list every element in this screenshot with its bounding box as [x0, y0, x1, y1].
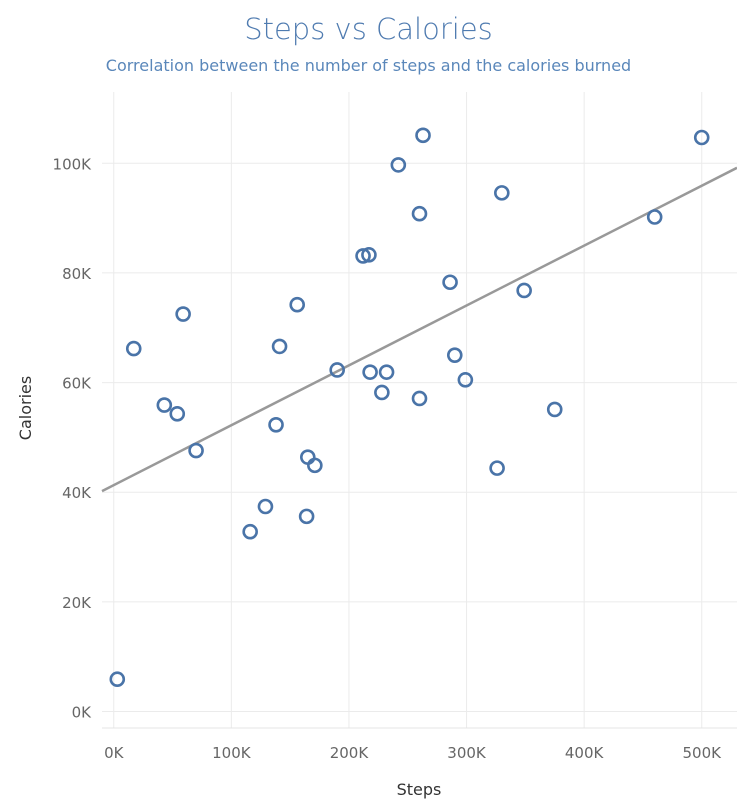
- data-point: [415, 127, 431, 144]
- x-axis-title: Steps: [397, 780, 442, 799]
- data-point: [188, 442, 204, 459]
- data-point: [411, 390, 428, 407]
- x-tick-label: 200K: [330, 744, 370, 762]
- data-point: [355, 248, 371, 264]
- data-point: [489, 460, 505, 476]
- data-point: [390, 157, 407, 173]
- data-point: [169, 406, 186, 422]
- data-point: [289, 296, 306, 313]
- y-tick-label: 20K: [62, 594, 92, 612]
- data-point: [175, 306, 191, 322]
- grid-lines: [102, 92, 737, 728]
- chart-subtitle: Correlation between the number of steps …: [105, 56, 632, 75]
- data-point: [457, 372, 474, 388]
- x-tick-label: 300K: [447, 744, 487, 762]
- data-point: [156, 397, 173, 413]
- y-tick-label: 100K: [53, 155, 93, 173]
- data-point: [298, 508, 315, 525]
- data-point: [109, 671, 126, 688]
- data-point: [411, 205, 428, 222]
- y-tick-label: 40K: [62, 484, 92, 502]
- y-tick-label: 60K: [62, 375, 92, 393]
- y-axis-title: Calories: [16, 376, 35, 440]
- data-point: [125, 340, 142, 357]
- axis-ticks: 0K 100K 200K 300K 400K 500K 0K 20K 40K 60K 80K 100K: [53, 155, 723, 762]
- data-point: [271, 338, 288, 355]
- y-tick-label: 80K: [62, 265, 92, 283]
- data-points: [109, 127, 710, 688]
- x-tick-label: 400K: [565, 744, 605, 762]
- chart-title: Steps vs Calories: [244, 12, 493, 46]
- data-point: [646, 209, 663, 225]
- data-point: [361, 247, 377, 263]
- data-point: [378, 364, 395, 380]
- data-point: [362, 364, 378, 380]
- data-point: [546, 401, 563, 418]
- data-point: [307, 457, 323, 474]
- data-point: [442, 274, 458, 291]
- data-point: [257, 498, 274, 515]
- x-tick-label: 100K: [212, 744, 252, 762]
- x-tick-label: 0K: [104, 744, 125, 762]
- y-tick-label: 0K: [72, 704, 93, 722]
- data-point: [446, 347, 463, 363]
- x-tick-label: 500K: [682, 744, 722, 762]
- data-point: [693, 129, 710, 146]
- data-point: [329, 362, 345, 378]
- trend-line: [101, 166, 737, 493]
- data-point: [268, 417, 284, 433]
- data-point: [494, 185, 510, 201]
- data-point: [242, 523, 258, 540]
- data-point: [374, 384, 390, 401]
- data-point: [516, 282, 532, 299]
- data-point: [299, 449, 316, 465]
